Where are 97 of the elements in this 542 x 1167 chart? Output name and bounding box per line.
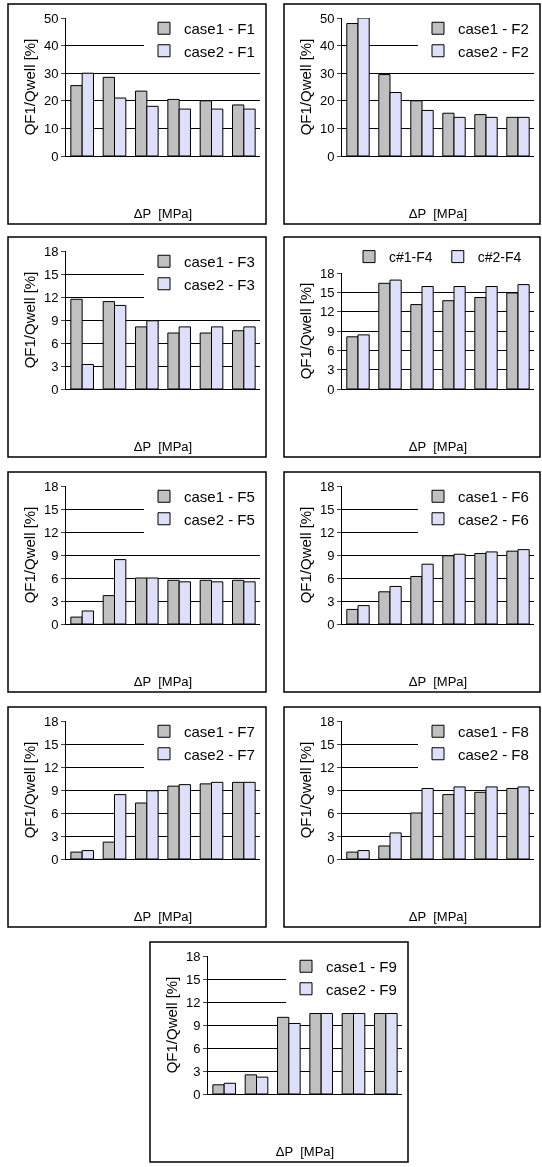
y-tick-label: 15 [43, 501, 59, 517]
y-tick-label: 3 [327, 593, 335, 609]
legend-label: c#2-F4 [477, 249, 522, 266]
x-axis-title: ΔP [MPa] [408, 674, 468, 689]
y-tick-label: 6 [327, 805, 335, 821]
y-tick-label: 6 [51, 570, 59, 586]
x-axis-title: ΔP [MPa] [408, 909, 468, 924]
y-tick-label: 18 [185, 948, 201, 964]
y-tick-label: 9 [51, 782, 59, 798]
legend-label: case2 - F3 [184, 275, 255, 293]
y-tick-label: 12 [43, 289, 59, 305]
y-axis-title: QF1/Qwell [%] [297, 506, 315, 604]
y-tick-label: 3 [193, 1063, 201, 1079]
legend-label: case2 - F8 [458, 745, 529, 763]
y-tick-label: 12 [319, 524, 335, 540]
y-tick-label: 3 [51, 358, 59, 374]
y-tick-label: 3 [327, 828, 335, 844]
y-tick-label: 30 [319, 65, 335, 81]
x-axis-title: ΔP [MPa] [133, 674, 193, 689]
y-tick-label: 40 [319, 38, 335, 54]
y-tick-label: 12 [43, 759, 59, 775]
y-tick-label: 0 [327, 851, 335, 867]
y-tick-label: 9 [327, 323, 335, 339]
y-tick-label: 6 [51, 805, 59, 821]
x-axis-title: ΔP [MPa] [133, 439, 193, 454]
y-axis-title: QF1/Qwell [%] [297, 741, 315, 839]
x-axis-title: ΔP [MPa] [133, 206, 193, 221]
legend-label: case1 - F6 [458, 488, 529, 506]
y-tick-label: 0 [327, 616, 335, 632]
y-tick-label: 18 [319, 713, 335, 729]
y-tick-label: 18 [43, 243, 59, 259]
y-tick-label: 18 [319, 478, 335, 494]
y-tick-label: 12 [43, 524, 59, 540]
y-tick-label: 9 [51, 547, 59, 563]
y-tick-label: 6 [327, 570, 335, 586]
y-tick-label: 0 [51, 851, 59, 867]
legend-label: case2 - F9 [326, 980, 397, 998]
y-tick-label: 3 [51, 828, 59, 844]
y-tick-label: 18 [43, 478, 59, 494]
legend-label: case1 - F9 [326, 958, 397, 976]
y-tick-label: 6 [327, 342, 335, 358]
y-tick-label: 50 [43, 10, 59, 26]
y-tick-label: 6 [51, 335, 59, 351]
y-tick-label: 15 [319, 501, 335, 517]
y-tick-label: 15 [43, 266, 59, 282]
y-tick-label: 6 [193, 1040, 201, 1056]
legend-label: case1 - F5 [184, 488, 255, 506]
y-tick-label: 18 [43, 713, 59, 729]
y-axis-title: QF1/Qwell [%] [21, 506, 39, 604]
y-tick-label: 12 [319, 304, 335, 320]
y-tick-label: 9 [327, 782, 335, 798]
legend-label: case2 - F5 [184, 510, 255, 528]
y-tick-label: 18 [319, 265, 335, 281]
legend-label: case1 - F3 [184, 253, 255, 271]
y-tick-label: 20 [319, 93, 335, 109]
legend-label: case1 - F7 [184, 723, 255, 741]
y-axis-title: QF1/Qwell [%] [21, 741, 39, 839]
y-tick-label: 15 [185, 971, 201, 987]
y-tick-label: 30 [43, 65, 59, 81]
y-axis-title: QF1/Qwell [%] [163, 976, 181, 1074]
y-tick-label: 20 [43, 93, 59, 109]
y-tick-label: 15 [43, 736, 59, 752]
y-axis-title: QF1/Qwell [%] [21, 38, 39, 136]
legend-label: case1 - F8 [458, 723, 529, 741]
y-tick-label: 0 [193, 1086, 201, 1102]
legend-label: case1 - F2 [458, 20, 529, 38]
legend-label: case2 - F1 [184, 42, 255, 60]
y-tick-label: 0 [51, 616, 59, 632]
y-tick-label: 9 [193, 1017, 201, 1033]
legend-label: c#1-F4 [389, 249, 433, 266]
y-axis-title: QF1/Qwell [%] [297, 38, 315, 136]
legend-label: case2 - F7 [184, 745, 255, 763]
y-tick-label: 15 [319, 736, 335, 752]
y-tick-label: 50 [319, 10, 335, 26]
y-tick-label: 15 [319, 284, 335, 300]
y-tick-label: 0 [327, 381, 335, 397]
y-axis-title: QF1/Qwell [%] [21, 271, 39, 369]
y-tick-label: 10 [43, 120, 59, 136]
x-axis-title: ΔP [MPa] [408, 439, 468, 454]
y-tick-label: 9 [51, 312, 59, 328]
x-axis-title: ΔP [MPa] [408, 206, 468, 221]
y-tick-label: 0 [51, 148, 59, 164]
y-tick-label: 12 [185, 994, 201, 1010]
y-tick-label: 0 [327, 148, 335, 164]
y-tick-label: 3 [51, 593, 59, 609]
y-tick-label: 12 [319, 759, 335, 775]
y-tick-label: 9 [327, 547, 335, 563]
legend-label: case2 - F2 [458, 42, 529, 60]
legend-label: case1 - F1 [184, 20, 255, 38]
y-tick-label: 0 [51, 381, 59, 397]
x-axis-title: ΔP [MPa] [275, 1144, 335, 1159]
x-axis-title: ΔP [MPa] [133, 909, 193, 924]
y-tick-label: 3 [327, 362, 335, 378]
y-tick-label: 40 [43, 38, 59, 54]
y-tick-label: 10 [319, 120, 335, 136]
y-axis-title: QF1/Qwell [%] [297, 282, 315, 380]
legend-label: case2 - F6 [458, 510, 529, 528]
